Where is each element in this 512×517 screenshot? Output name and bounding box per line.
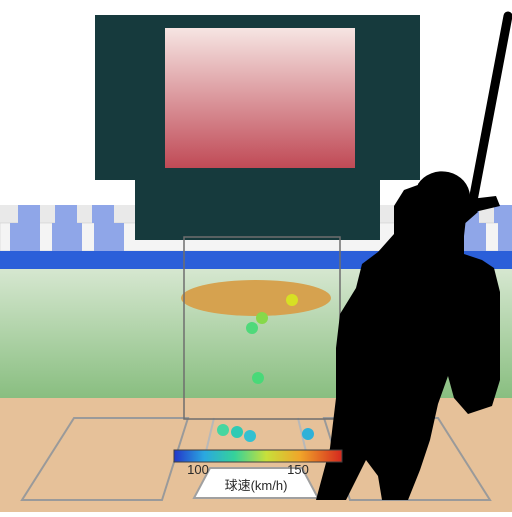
pitch-marker <box>244 430 256 442</box>
pitch-marker <box>217 424 229 436</box>
colorbar-tick: 150 <box>287 462 309 477</box>
chart-svg: 100 150球速(km/h) <box>0 0 512 512</box>
stand-panel <box>92 205 114 223</box>
pitch-marker <box>256 312 268 324</box>
pitch-marker <box>231 426 243 438</box>
stand-panel <box>498 223 512 251</box>
stand-panel <box>94 223 124 251</box>
stand-panel <box>52 223 82 251</box>
scoreboard-base <box>135 180 380 240</box>
speed-colorbar <box>174 450 342 462</box>
scoreboard-screen <box>165 28 355 168</box>
colorbar-label: 球速(km/h) <box>225 478 288 493</box>
pitch-marker <box>252 372 264 384</box>
pitch-marker <box>246 322 258 334</box>
stand-panel <box>494 205 512 223</box>
stand-panel <box>18 205 40 223</box>
pitch-marker <box>286 294 298 306</box>
stand-panel <box>55 205 77 223</box>
stand-panel <box>10 223 40 251</box>
colorbar-tick: 100 <box>187 462 209 477</box>
pitchers-mound <box>181 280 331 316</box>
pitch-marker <box>302 428 314 440</box>
pitch-location-chart: 100 150球速(km/h) <box>0 0 512 512</box>
